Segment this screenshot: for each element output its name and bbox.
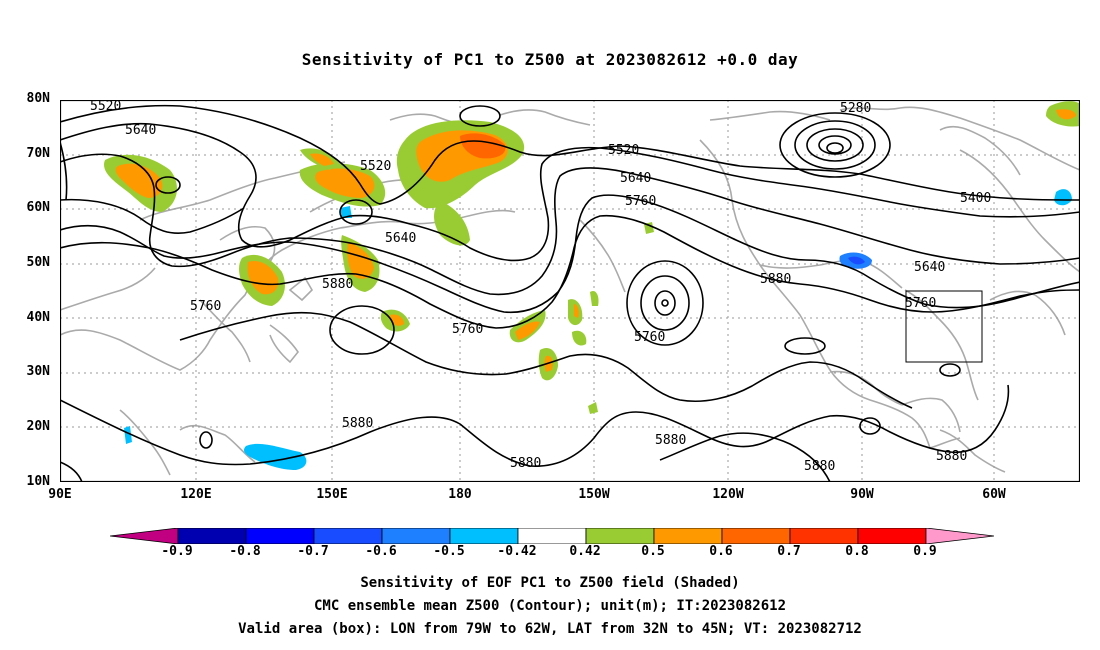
colorbar-tick: 0.42 xyxy=(569,544,601,559)
colorbar-swatch xyxy=(789,528,859,544)
lat-label-70n: 70N xyxy=(26,146,50,161)
colorbar-tick: -0.8 xyxy=(229,544,261,559)
contour-label: 5880 xyxy=(760,272,791,287)
z500-contours xyxy=(60,104,1080,482)
lon-label-60w: 60W xyxy=(982,487,1006,502)
contour-label: 5880 xyxy=(342,416,373,431)
colorbar-tick: -0.7 xyxy=(297,544,329,559)
colorbar-swatch xyxy=(925,528,994,544)
lon-label-150w: 150W xyxy=(578,487,610,502)
contour-label: 5640 xyxy=(125,123,156,138)
colorbar-swatch xyxy=(653,528,723,544)
map-title: Sensitivity of PC1 to Z500 at 2023082612… xyxy=(301,50,799,69)
colorbar-tick: -0.5 xyxy=(433,544,465,559)
lat-label-60n: 60N xyxy=(26,200,50,215)
lat-label-10n: 10N xyxy=(26,474,50,489)
colorbar-swatch xyxy=(381,528,451,544)
colorbar-swatch xyxy=(721,528,791,544)
contour-label: 5880 xyxy=(655,433,686,448)
colorbar-tick: -0.42 xyxy=(497,544,537,559)
colorbar-swatch xyxy=(517,528,587,544)
colorbar-swatch xyxy=(245,528,315,544)
contour-label: 5640 xyxy=(914,260,945,275)
contour-label: 5880 xyxy=(936,449,967,464)
map-canvas: 5520 5640 5520 5640 5760 5880 5760 5520 … xyxy=(60,100,1080,482)
lat-label-50n: 50N xyxy=(26,255,50,270)
colorbar-swatch xyxy=(449,528,519,544)
colorbar-tick: 0.8 xyxy=(845,544,869,559)
contour-label: 5640 xyxy=(620,171,651,186)
lon-label-180: 180 xyxy=(448,487,472,502)
contour-label: 5880 xyxy=(804,459,835,474)
colorbar-swatch xyxy=(110,528,179,544)
contour-label: 5520 xyxy=(360,159,391,174)
lat-label-40n: 40N xyxy=(26,310,50,325)
contour-label: 5760 xyxy=(634,330,665,345)
footer-line-valid-area: Valid area (box): LON from 79W to 62W, L… xyxy=(238,621,862,637)
lat-label-30n: 30N xyxy=(26,364,50,379)
contour-label: 5760 xyxy=(190,299,221,314)
colorbar-tick: 0.5 xyxy=(641,544,665,559)
lon-label-150e: 150E xyxy=(316,487,348,502)
footer-line-shaded: Sensitivity of EOF PC1 to Z500 field (Sh… xyxy=(360,575,740,591)
map-panel: 5520 5640 5520 5640 5760 5880 5760 5520 … xyxy=(60,100,1080,482)
colorbar-swatch xyxy=(177,528,247,544)
negative-sensitivity-patches xyxy=(124,189,1072,470)
contour-label: 5760 xyxy=(905,296,936,311)
lat-label-80n: 80N xyxy=(26,91,50,106)
footer-line-contour: CMC ensemble mean Z500 (Contour); unit(m… xyxy=(313,598,786,614)
contour-label: 5400 xyxy=(960,191,991,206)
contour-label: 5880 xyxy=(510,456,541,471)
map-frame xyxy=(60,100,1080,482)
contour-label: 5760 xyxy=(452,322,483,337)
colorbar-swatch xyxy=(857,528,927,544)
colorbar-swatch xyxy=(313,528,383,544)
colorbar xyxy=(110,528,994,544)
contour-label: 5520 xyxy=(90,100,121,114)
lon-label-120w: 120W xyxy=(712,487,744,502)
lon-label-90e: 90E xyxy=(48,487,72,502)
positive-sensitivity-patches xyxy=(104,101,1080,414)
contour-label: 5760 xyxy=(625,194,656,209)
contour-labels: 5520 5640 5520 5640 5760 5880 5760 5520 … xyxy=(90,100,991,474)
contour-label: 5640 xyxy=(385,231,416,246)
contour-label: 5520 xyxy=(608,143,639,158)
contour-label: 5880 xyxy=(322,277,353,292)
valid-area-box xyxy=(905,290,983,363)
lon-label-120e: 120E xyxy=(180,487,212,502)
lat-label-20n: 20N xyxy=(26,419,50,434)
colorbar-tick: -0.9 xyxy=(161,544,193,559)
contour-label: 5280 xyxy=(840,101,871,116)
colorbar-tick: 0.7 xyxy=(777,544,801,559)
colorbar-swatch xyxy=(585,528,655,544)
colorbar-tick: 0.6 xyxy=(709,544,733,559)
lon-label-90w: 90W xyxy=(850,487,874,502)
colorbar-tick: 0.9 xyxy=(913,544,937,559)
colorbar-tick: -0.6 xyxy=(365,544,397,559)
